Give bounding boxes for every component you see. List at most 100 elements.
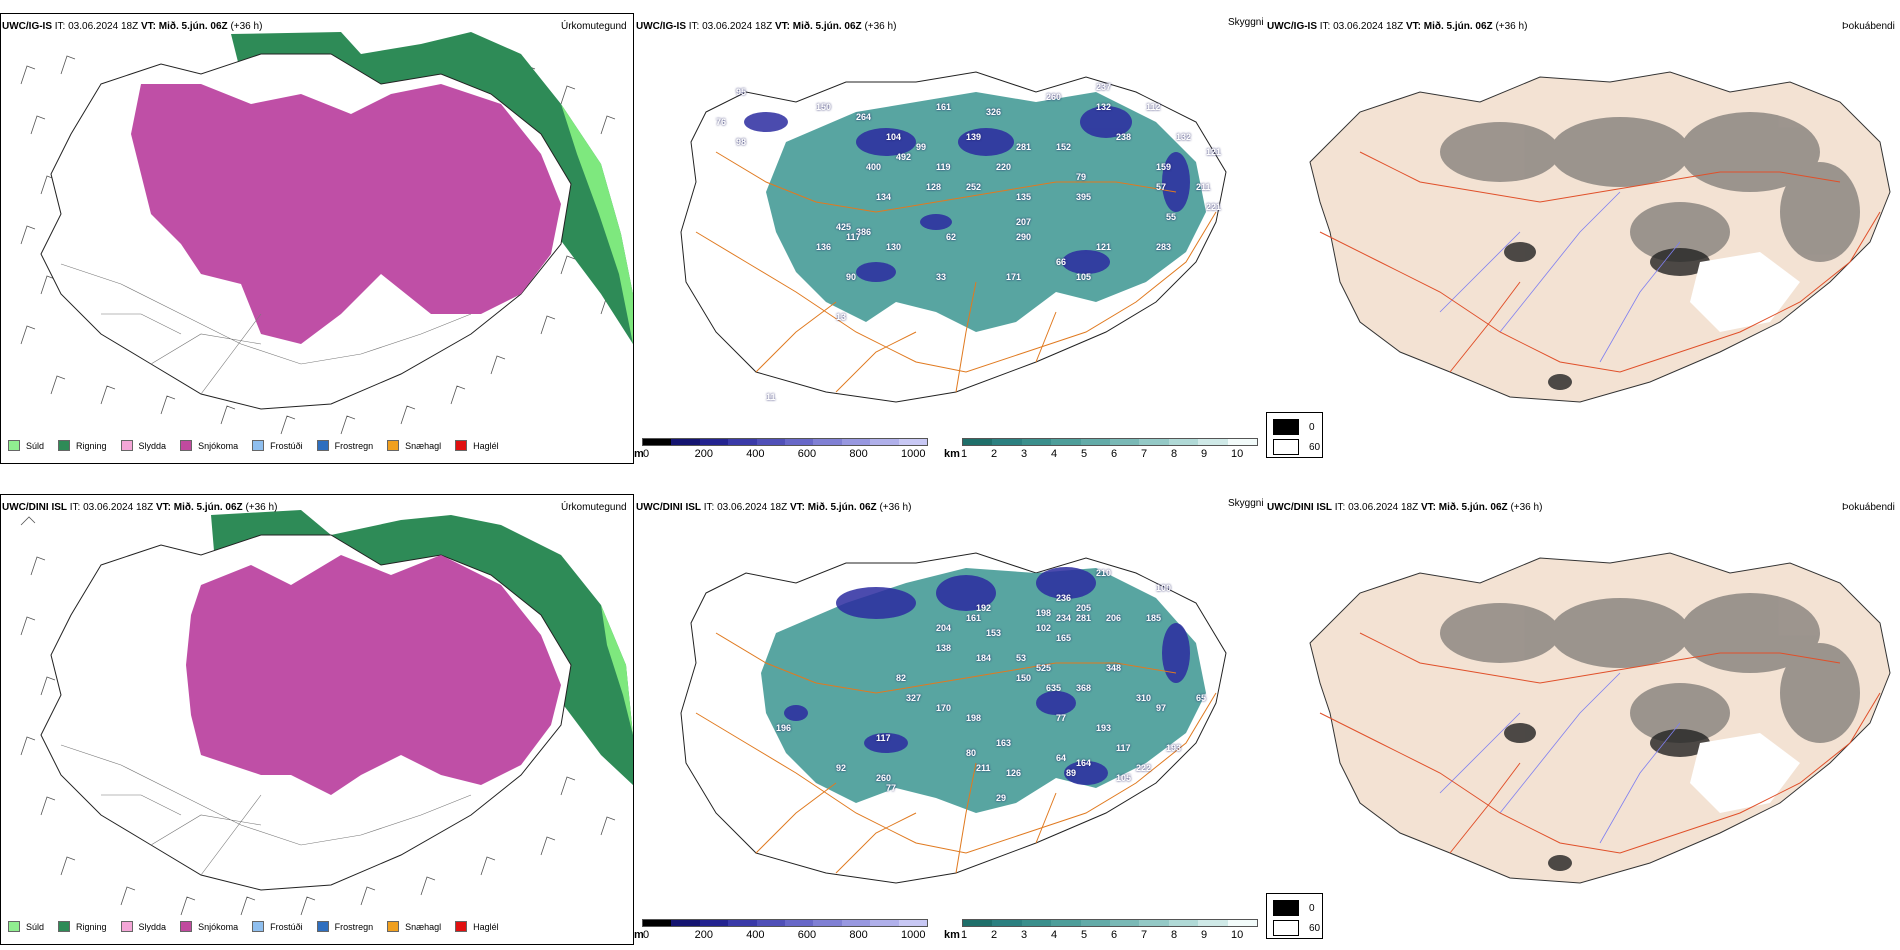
snow-area <box>131 84 561 344</box>
title-vis-top: Skyggni <box>1228 17 1264 28</box>
ceiling-label: 33 <box>936 272 947 282</box>
drizzle-area <box>601 605 633 735</box>
low-ceiling-areas <box>784 567 1190 785</box>
fog-legend-label: 0 <box>1309 902 1315 914</box>
low-ceiling-areas <box>744 106 1190 282</box>
ceiling-colorbar-top: m 0 200 400 600 800 1000 <box>634 438 936 462</box>
vis-panel-bottom: 210 100 236 205 206 192 161 198 234 185 204 153 165 1… <box>636 513 1270 913</box>
ceiling-label: 395 <box>1076 192 1092 202</box>
ceiling-label: 136 <box>816 242 832 252</box>
fog-panel-top <box>1300 32 1900 432</box>
ceiling-label: 210 <box>1096 568 1112 578</box>
fog-swatch <box>1273 419 1299 435</box>
ceiling-labels: 210 100 236 205 206 192 161 198 234 185 204 153 165 1… <box>636 513 1270 913</box>
ceiling-label: 117 <box>876 733 891 743</box>
ceiling-label: 281 <box>1076 613 1092 623</box>
road-network <box>695 151 1217 393</box>
ceiling-label: 130 <box>886 242 902 252</box>
colorbar-tick: 4 <box>1051 929 1058 941</box>
ceiling-colorbar-bottom: m 0 200 400 600 800 1000 <box>634 919 936 943</box>
teal-visibility-area <box>761 568 1206 813</box>
ceiling-label: 117 <box>1116 743 1131 753</box>
legend-item-frostregn: Frostregn <box>316 440 374 451</box>
colorbar-tick: 400 <box>746 929 765 941</box>
header-fog-top: UWC/IG-IS IT: 03.06.2024 18Z VT: Mið. 5.… <box>1267 21 1528 32</box>
colorbar-tick: 10 <box>1231 448 1244 460</box>
vis-colorbar-top: km 1 2 3 4 5 6 7 8 9 10 <box>940 438 1262 462</box>
colorbar-tick: 0 <box>643 448 650 460</box>
swatch <box>180 921 193 932</box>
colorbar-segment <box>1139 920 1169 926</box>
ceiling-label: 205 <box>1076 603 1092 613</box>
legend-label: Snæhagl <box>405 921 442 932</box>
colorbar-segment <box>1021 439 1052 445</box>
legend-label: Slydda <box>138 440 167 451</box>
fog-clear-area <box>1690 733 1800 813</box>
legend-item-sul: Súld <box>8 921 44 932</box>
fog-legend-label: 60 <box>1309 922 1321 934</box>
road-network <box>60 263 472 395</box>
ceiling-label: 100 <box>1156 583 1172 593</box>
colorbar-segment <box>699 920 729 926</box>
legend-label: Haglél <box>473 921 499 932</box>
legend-item-snaehagl: Snæhagl <box>387 921 441 932</box>
ceiling-label: 89 <box>1066 768 1077 778</box>
ceiling-label: 234 <box>1056 613 1072 623</box>
header-vis-bottom: UWC/DINI ISL IT: 03.06.2024 18Z VT: Mið.… <box>636 502 912 513</box>
ceiling-label: 11 <box>766 392 776 402</box>
ceiling-label: 121 <box>1206 147 1222 157</box>
ceiling-label: 132 <box>1176 132 1192 142</box>
colorbar-tick: 3 <box>1021 448 1028 460</box>
fog-legend-row: 60 <box>1273 439 1320 455</box>
precip-map-top <box>20 32 633 435</box>
road-network <box>60 744 472 876</box>
colorbar-tick: 1000 <box>901 448 926 460</box>
ceiling-label: 386 <box>856 227 872 237</box>
swatch <box>8 440 20 451</box>
precip-panel-bottom <box>0 494 634 945</box>
legend-item-rigning: Rigning <box>58 921 107 932</box>
colorbar-tick: 0 <box>643 929 650 941</box>
colorbar-tick: 600 <box>797 448 817 460</box>
ceiling-label: 53 <box>1016 653 1027 663</box>
ceiling-label: 171 <box>1006 272 1022 282</box>
colorbar-segment <box>1168 439 1199 445</box>
fog-swatch <box>1273 920 1299 936</box>
fog-map-top <box>1309 71 1891 403</box>
colorbar-segment <box>898 439 928 445</box>
header-precip-top: UWC/IG-IS IT: 03.06.2024 18Z VT: Mið. 5.… <box>2 21 263 32</box>
ceiling-label: 207 <box>1016 217 1032 227</box>
colorbar-segment <box>785 439 814 445</box>
rivers <box>1439 672 1681 844</box>
ceiling-label: 82 <box>896 673 907 683</box>
ceiling-label: 64 <box>1056 753 1067 763</box>
ceiling-label: 165 <box>1056 633 1072 643</box>
rivers <box>1439 191 1681 363</box>
ceiling-label: 132 <box>1096 102 1112 112</box>
swatch <box>252 921 265 932</box>
title-precip-bottom: Úrkomutegund <box>561 502 627 513</box>
ceiling-label: 400 <box>866 162 882 172</box>
ceiling-label: 196 <box>776 723 792 733</box>
colorbar-tick: 3 <box>1021 929 1028 941</box>
vis-bar <box>962 438 1258 446</box>
legend-label: Snæhagl <box>405 440 442 451</box>
snow-area <box>186 555 561 795</box>
ceiling-label: 65 <box>1196 693 1207 703</box>
ceiling-label: 198 <box>966 713 982 723</box>
colorbar-segment <box>870 439 899 445</box>
ceiling-label: 185 <box>1146 613 1162 623</box>
ceiling-label: 252 <box>966 182 982 192</box>
colorbar-segment <box>1198 439 1228 445</box>
ceiling-label: 76 <box>716 117 727 127</box>
ceiling-label: 150 <box>1016 673 1032 683</box>
ceiling-label: 326 <box>986 107 1002 117</box>
colorbar-tick: 2 <box>991 448 998 460</box>
precip-legend-top: Súld Rigning Slydda Snjókoma Frostúði Fr… <box>8 440 513 451</box>
ceiling-bar <box>642 919 928 927</box>
ceiling-label: 80 <box>966 748 977 758</box>
colorbar-tick: 200 <box>694 929 713 941</box>
legend-label: Frostregn <box>334 440 374 451</box>
header-fog-bottom: UWC/DINI ISL IT: 03.06.2024 18Z VT: Mið.… <box>1267 502 1543 513</box>
colorbar-tick: 800 <box>849 929 868 941</box>
